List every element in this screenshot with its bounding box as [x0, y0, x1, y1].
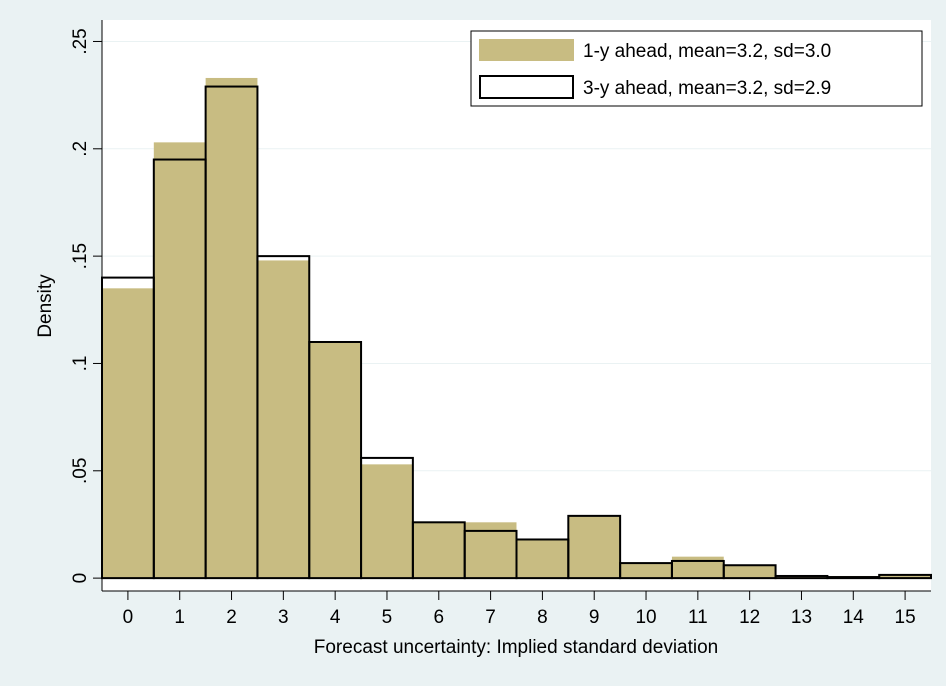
legend-swatch-2 [479, 75, 574, 99]
x-tick-label: 12 [739, 607, 760, 628]
legend-label-1: 1-y ahead, mean=3.2, sd=3.0 [583, 41, 831, 62]
bar [775, 575, 828, 579]
y-tick-label: .15 [70, 243, 91, 269]
bar [879, 574, 931, 579]
x-tick-label: 5 [382, 607, 393, 628]
y-tick-label: .25 [70, 28, 91, 54]
bar [309, 341, 362, 579]
bar [153, 142, 206, 579]
x-axis: 0 1 2 3 4 5 6 7 8 9 10 11 12 13 14 15 [102, 590, 931, 628]
bar-outline [567, 514, 622, 580]
x-axis-title: Forecast uncertainty: Implied standard d… [314, 637, 719, 658]
bar [671, 556, 724, 579]
y-tick-label: 0 [70, 573, 91, 584]
bar [361, 464, 413, 579]
legend-label-2: 3-y ahead, mean=3.2, sd=2.9 [583, 78, 831, 99]
bar-outline [826, 576, 881, 580]
x-tick-label: 8 [537, 607, 548, 628]
bar [257, 260, 310, 579]
legend-swatch-1 [479, 39, 574, 61]
bar [412, 522, 465, 579]
x-tick-label: 10 [635, 607, 656, 628]
x-tick-label: 4 [330, 607, 341, 628]
x-tick-label: 9 [589, 607, 600, 628]
y-axis-title: Density [35, 274, 56, 338]
series-1-bars [102, 77, 931, 579]
x-tick-label: 14 [843, 607, 865, 628]
series-2-bars [101, 85, 932, 580]
x-tick-label: 0 [123, 607, 134, 628]
bar [568, 515, 621, 579]
bar [516, 539, 569, 579]
y-tick-label: .1 [70, 356, 91, 372]
bar [205, 77, 258, 579]
bar-outline [878, 573, 932, 580]
bar [620, 563, 672, 579]
x-tick-label: 3 [278, 607, 289, 628]
x-tick-label: 15 [895, 607, 916, 628]
y-tick-label: .2 [70, 141, 91, 157]
bar-outline [722, 564, 777, 580]
legend: 1-y ahead, mean=3.2, sd=3.0 3-y ahead, m… [470, 30, 923, 107]
bar [723, 565, 776, 579]
bar-outline [360, 456, 414, 580]
y-axis: 0 .05 .1 .15 .2 .25 [70, 20, 103, 591]
x-tick-label: 7 [485, 607, 496, 628]
x-tick-label: 13 [791, 607, 812, 628]
x-tick-label: 6 [433, 607, 444, 628]
x-tick-label: 1 [174, 607, 185, 628]
bar [102, 288, 154, 579]
x-tick-label: 2 [226, 607, 237, 628]
y-tick-label: .05 [70, 458, 91, 484]
x-tick-label: 11 [688, 607, 708, 628]
